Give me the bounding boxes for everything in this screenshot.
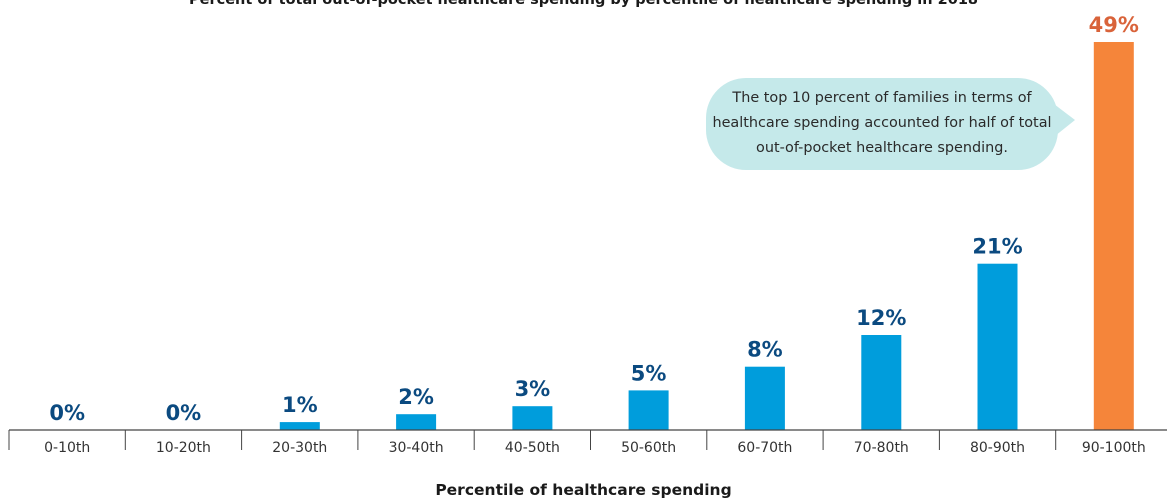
data-label-30-40th: 2% [398,385,434,409]
bar-20-30th [279,422,320,430]
data-label-80-90th: 21% [972,235,1022,259]
callout-bubble [706,78,1075,170]
x-tick-label-20-30th: 20-30th [272,440,327,456]
x-tick-label-90-100th: 90-100th [1082,440,1146,456]
data-label-50-60th: 5% [631,361,667,385]
x-tick-label-80-90th: 80-90th [970,440,1025,456]
x-tick-label-30-40th: 30-40th [389,440,444,456]
bar-60-70th [744,366,785,430]
bar-80-90th [977,263,1018,430]
data-label-40-50th: 3% [515,377,551,401]
x-tick-label-70-80th: 70-80th [854,440,909,456]
data-label-60-70th: 8% [747,338,783,362]
chart-title: Percent of total out-of-pocket healthcar… [188,0,979,8]
bar-70-80th [861,335,902,430]
bar-30-40th [396,414,437,430]
x-tick-label-40-50th: 40-50th [505,440,560,456]
callout-text: The top 10 percent of families in terms … [712,90,1052,156]
bar-90-100th [1093,42,1134,430]
data-label-70-80th: 12% [856,306,906,330]
x-tick-label-0-10th: 0-10th [44,440,90,456]
data-label-20-30th: 1% [282,393,318,417]
x-axis-title: Percentile of healthcare spending [435,481,732,499]
x-tick-label-10-20th: 10-20th [156,440,211,456]
data-label-90-100th: 49% [1089,13,1139,37]
x-tick-label-60-70th: 60-70th [737,440,792,456]
bar-40-50th [512,406,553,430]
bar-50-60th [628,390,669,430]
data-label-10-20th: 0% [166,401,202,425]
data-label-0-10th: 0% [49,401,85,425]
x-tick-label-50-60th: 50-60th [621,440,676,456]
